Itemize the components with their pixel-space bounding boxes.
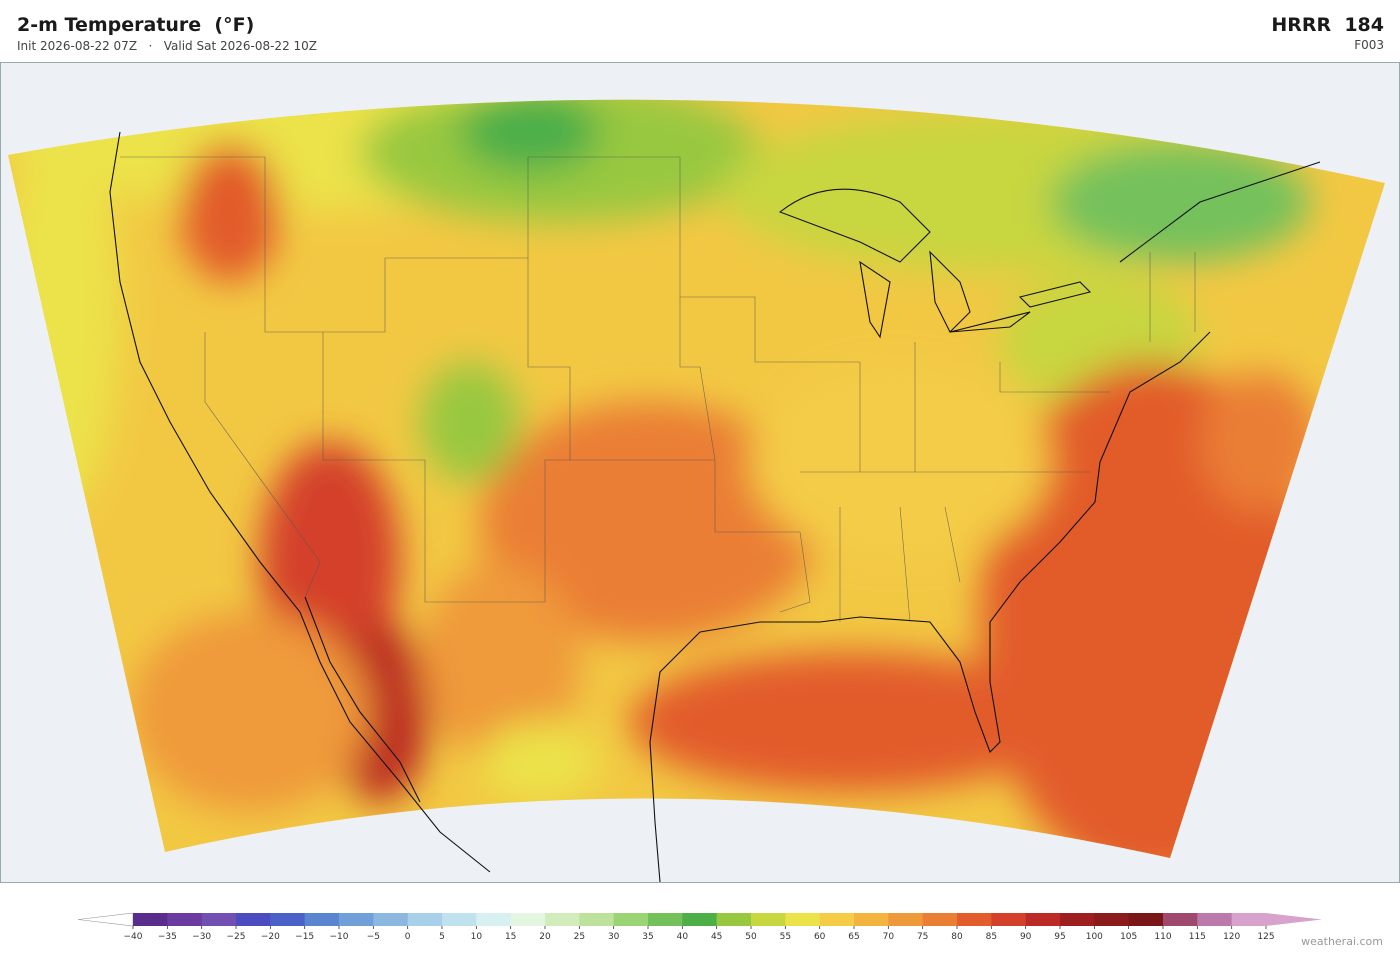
tick-label: 65: [848, 932, 859, 942]
tick-label: −15: [295, 932, 314, 942]
tick-label: 100: [1086, 932, 1103, 942]
color-swatch: [613, 913, 649, 926]
tick-label: 10: [471, 932, 483, 942]
color-swatch: [1025, 913, 1061, 926]
tick-label: −25: [227, 932, 246, 942]
tick-label: 75: [917, 932, 928, 942]
color-swatch: [1197, 913, 1233, 926]
tick-label: 30: [608, 932, 620, 942]
color-swatch: [682, 913, 718, 926]
color-swatch: [270, 913, 306, 926]
tick-label: 60: [814, 932, 826, 942]
color-swatch: [407, 913, 443, 926]
temperature-field: [8, 99, 1385, 859]
color-swatch: [991, 913, 1027, 926]
color-swatch: [476, 913, 512, 926]
colorbar-over: [1266, 913, 1322, 926]
color-swatch: [785, 913, 821, 926]
tick-label: 120: [1223, 932, 1240, 942]
tick-label: 85: [986, 932, 997, 942]
color-swatch: [1060, 913, 1095, 926]
tick-label: 50: [745, 932, 757, 942]
tick-label: 95: [1054, 932, 1065, 942]
tick-label: 5: [439, 932, 445, 942]
tick-label: −30: [192, 932, 211, 942]
tick-label: 0: [405, 932, 411, 942]
subtitle: Init 2026-08-22 07Z · Valid Sat 2026-08-…: [17, 39, 318, 53]
color-swatch: [339, 913, 374, 926]
tick-label: −10: [330, 932, 349, 942]
tick-label: 35: [642, 932, 653, 942]
tick-label: −40: [124, 932, 143, 942]
color-swatch: [819, 913, 855, 926]
colorbar-under: [77, 912, 134, 927]
color-swatch: [442, 913, 477, 926]
color-swatch: [1094, 913, 1130, 926]
state-borders: [120, 156, 1196, 623]
tick-label: 80: [951, 932, 963, 942]
tick-label: 105: [1120, 932, 1137, 942]
tick-label: −5: [367, 932, 380, 942]
tick-label: 15: [505, 932, 516, 942]
color-swatch: [648, 913, 683, 926]
color-swatch: [888, 913, 924, 926]
color-swatch: [922, 913, 958, 926]
tick-label: 25: [574, 932, 585, 942]
color-swatch: [716, 913, 752, 926]
tick-label: 70: [883, 932, 895, 942]
color-swatch: [373, 913, 409, 926]
tick-label: 110: [1154, 932, 1171, 942]
tick-label: 55: [780, 932, 791, 942]
color-swatch: [1128, 913, 1164, 926]
tick-label: 125: [1257, 932, 1274, 942]
color-swatch: [854, 913, 889, 926]
tick-label: 90: [1020, 932, 1032, 942]
color-swatch: [304, 913, 340, 926]
color-swatch: [201, 913, 237, 926]
forecast-hour: F003: [1354, 38, 1384, 52]
model: HRRR 184: [1271, 14, 1384, 36]
map: [0, 62, 1400, 883]
tick-label: 45: [711, 932, 722, 942]
color-swatch: [167, 913, 203, 926]
color-swatch: [579, 913, 615, 926]
color-swatch: [236, 913, 271, 926]
tick-label: 40: [677, 932, 689, 942]
color-swatch: [751, 913, 786, 926]
color-swatch: [545, 913, 580, 926]
color-swatch: [1231, 913, 1267, 926]
tick-label: 20: [539, 932, 551, 942]
coastlines: [109, 131, 1321, 883]
colorbar: −40 −35 −30 −25 −20 −15 −10 −5 0 5 10 15 20 25 30 35 40 4…: [77, 912, 1322, 942]
title: 2-m Temperature (°F): [17, 14, 255, 36]
watermark: weatherai.com: [1301, 935, 1383, 948]
tick-label: 115: [1189, 932, 1206, 942]
color-swatch: [133, 913, 168, 926]
color-swatch: [957, 913, 992, 926]
color-swatch: [1163, 913, 1198, 926]
tick-label: −35: [158, 932, 177, 942]
tick-label: −20: [261, 932, 280, 942]
color-swatch: [510, 913, 546, 926]
